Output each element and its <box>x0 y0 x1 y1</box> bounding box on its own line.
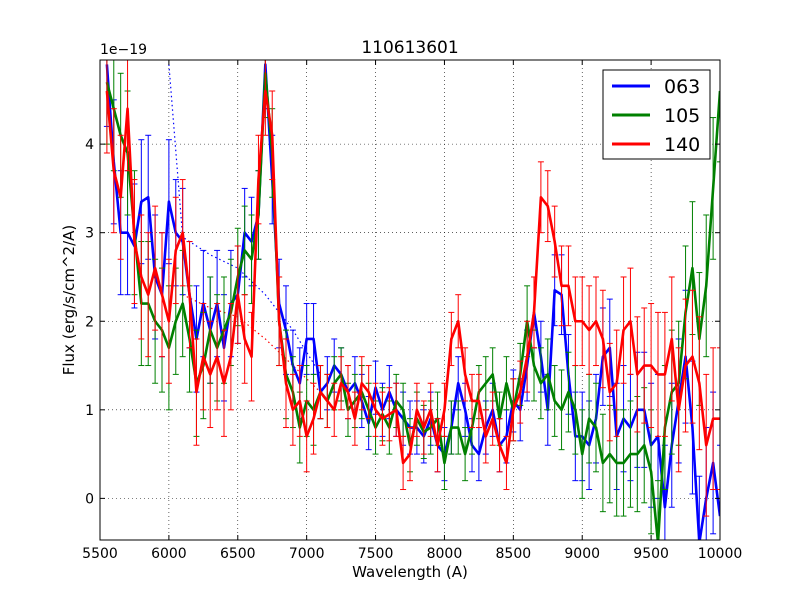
y-tick-label: 4 <box>85 137 94 153</box>
y-tick-label: 1 <box>85 403 94 419</box>
ticks: 5500 6000 6500 7000 7500 8000 8500 9000 9500 1000… <box>82 60 742 562</box>
data-layer <box>103 60 720 540</box>
y-tick-label: 0 <box>85 491 94 507</box>
x-tick-label: 9500 <box>633 546 669 562</box>
legend-label-105: 105 <box>664 105 700 127</box>
y-tick-label: 2 <box>85 314 94 330</box>
x-tick-label: 8500 <box>496 546 532 562</box>
y-axis-label: Flux (erg/s/cm^2/A) <box>60 225 78 376</box>
series-140 <box>103 60 720 517</box>
y-tick-label: 3 <box>85 226 94 242</box>
x-tick-label: 9000 <box>564 546 600 562</box>
x-tick-label: 6000 <box>151 546 187 562</box>
legend-label-140: 140 <box>664 134 700 156</box>
x-axis-label: Wavelength (A) <box>352 563 468 581</box>
legend-label-063: 063 <box>664 76 700 98</box>
chart-title: 110613601 <box>361 38 458 58</box>
x-tick-label: 10000 <box>698 546 743 562</box>
x-tick-label: 6500 <box>220 546 256 562</box>
x-tick-label: 7000 <box>289 546 325 562</box>
x-tick-label: 7500 <box>358 546 394 562</box>
x-tick-label: 8000 <box>427 546 463 562</box>
x-tick-label: 5500 <box>82 546 118 562</box>
y-offset-label: 1e−19 <box>100 42 147 58</box>
series-line-140 <box>105 89 720 465</box>
plot-frame <box>99 59 721 541</box>
legend: 063 105 140 <box>602 69 711 160</box>
